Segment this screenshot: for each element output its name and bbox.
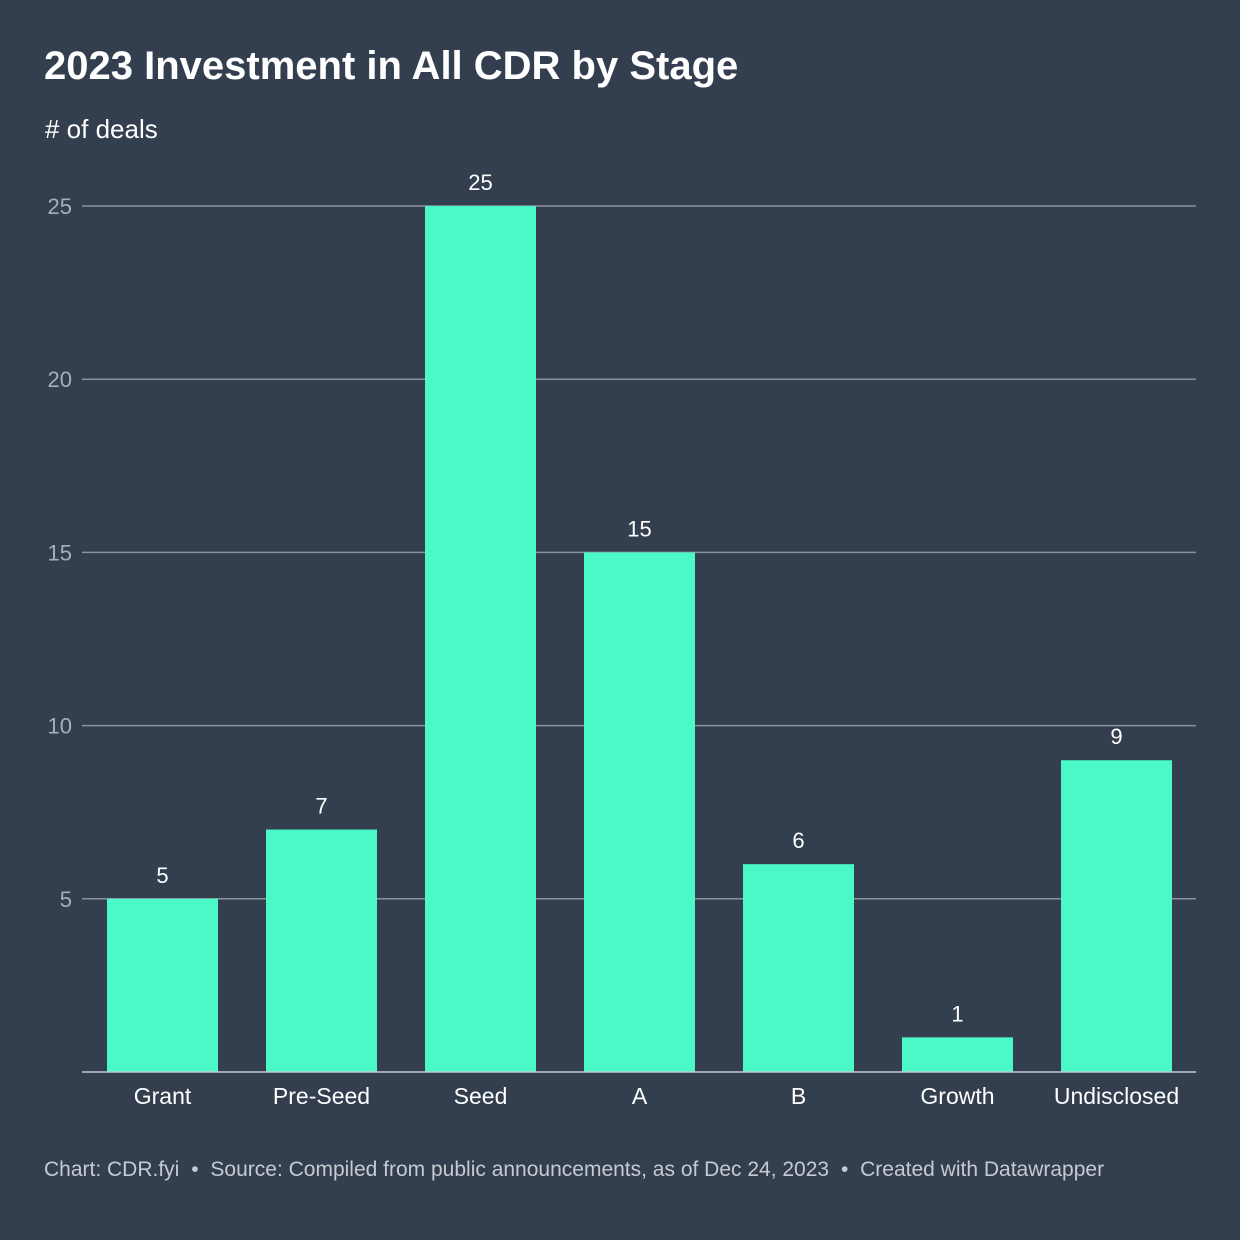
chart-title: 2023 Investment in All CDR by Stage bbox=[44, 44, 739, 88]
y-tick-label: 10 bbox=[48, 714, 72, 739]
y-axis-ticks: 5 10 15 20 25 bbox=[48, 194, 72, 912]
chart-source: Source: Compiled from public announcemen… bbox=[210, 1158, 830, 1181]
y-tick-label: 15 bbox=[48, 540, 72, 565]
value-label: 5 bbox=[156, 863, 168, 888]
y-tick-label: 20 bbox=[48, 367, 72, 392]
bar-seed bbox=[425, 206, 536, 1072]
x-tick-label: A bbox=[632, 1083, 648, 1109]
x-tick-label: B bbox=[791, 1083, 806, 1109]
value-labels: 5 7 25 15 6 1 9 bbox=[156, 170, 1122, 1026]
y-tick-label: 5 bbox=[60, 887, 72, 912]
chart-subtitle: # of deals bbox=[45, 114, 158, 144]
chart-credit: Chart: CDR.fyi bbox=[44, 1158, 180, 1181]
value-label: 7 bbox=[315, 794, 327, 819]
bar-b bbox=[743, 864, 854, 1072]
chart-created-with: Created with Datawrapper bbox=[860, 1158, 1105, 1181]
bars bbox=[107, 206, 1172, 1072]
y-tick-label: 25 bbox=[48, 194, 72, 219]
footer-separator: • bbox=[191, 1158, 199, 1181]
bar-grant bbox=[107, 898, 218, 1072]
x-tick-label: Pre-Seed bbox=[273, 1083, 370, 1109]
bar-undisclosed bbox=[1061, 760, 1172, 1072]
value-label: 1 bbox=[951, 1001, 963, 1026]
value-label: 25 bbox=[468, 170, 492, 195]
x-tick-label: Undisclosed bbox=[1054, 1083, 1179, 1109]
chart-footer: Chart: CDR.fyi • Source: Compiled from p… bbox=[44, 1158, 1104, 1182]
x-tick-label: Growth bbox=[920, 1083, 994, 1109]
x-tick-label: Seed bbox=[454, 1083, 508, 1109]
bar-growth bbox=[902, 1037, 1013, 1072]
value-label: 6 bbox=[792, 828, 804, 853]
value-label: 15 bbox=[627, 516, 651, 541]
value-label: 9 bbox=[1110, 724, 1122, 749]
footer-separator: • bbox=[840, 1158, 849, 1181]
bar-pre-seed bbox=[266, 829, 377, 1072]
bar-a bbox=[584, 552, 695, 1072]
x-axis-ticks: Grant Pre-Seed Seed A B Growth Undisclosed bbox=[134, 1083, 1179, 1109]
x-tick-label: Grant bbox=[134, 1083, 192, 1109]
